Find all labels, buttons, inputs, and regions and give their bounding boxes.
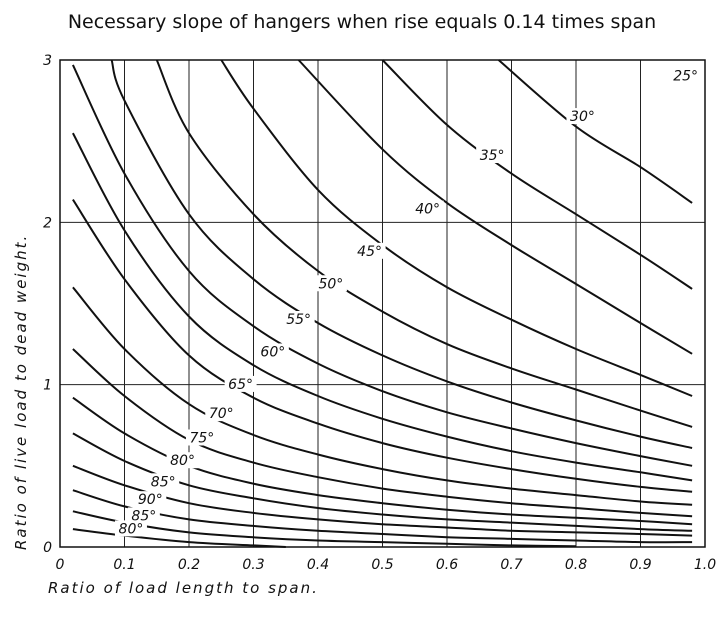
curve-label: 35° bbox=[480, 148, 505, 164]
curve-label-bg bbox=[256, 343, 289, 360]
chart-title: Necessary slope of hangers when rise equ… bbox=[68, 11, 656, 33]
curve-label: 55° bbox=[286, 312, 311, 328]
series-line bbox=[110, 59, 693, 449]
series-line bbox=[72, 348, 693, 518]
curve-label-bg bbox=[185, 429, 218, 446]
series-line bbox=[72, 528, 286, 548]
series-line bbox=[72, 199, 693, 493]
curve-label: 80° bbox=[170, 453, 195, 469]
x-tick-label: 0.7 bbox=[500, 557, 522, 573]
curve-label-bg bbox=[147, 473, 180, 490]
series-line bbox=[72, 286, 693, 506]
series-line bbox=[381, 59, 693, 290]
curve-label-bg bbox=[205, 405, 238, 422]
y-tick-label: 0 bbox=[43, 540, 52, 556]
x-tick-label: 0.8 bbox=[565, 557, 587, 573]
series-line bbox=[155, 59, 693, 428]
curve-label-bg bbox=[566, 108, 599, 125]
tick-labels: 0 0.1 0.2 0.3 0.4 0.5 0.6 0.7 0.8 0.9 1.0 0 1 2 3 bbox=[43, 53, 716, 573]
x-tick-label: 0.3 bbox=[242, 557, 264, 573]
series-line bbox=[297, 59, 693, 355]
x-tick-label: 0.4 bbox=[307, 557, 329, 573]
series-line bbox=[497, 59, 693, 204]
x-axis-label: Ratio of load length to span. bbox=[48, 579, 319, 597]
x-tick-label: 0 bbox=[56, 557, 65, 573]
curve-label-bg bbox=[314, 275, 347, 292]
curve-label: 80° bbox=[119, 521, 144, 537]
curve-label-bg bbox=[353, 242, 386, 259]
curve-labels: 25° 30° 35° 40° 45° 50° 55°60° 65° 70° 75° 80° 85° 9… bbox=[114, 67, 702, 537]
series-line bbox=[72, 510, 577, 548]
x-tick-label: 0.6 bbox=[436, 557, 458, 573]
curve-label-bg bbox=[114, 520, 147, 537]
series-line bbox=[220, 59, 693, 397]
y-tick-label: 3 bbox=[43, 53, 52, 69]
series-line bbox=[72, 489, 693, 544]
x-tick-label: 0.9 bbox=[629, 557, 651, 573]
curve-label-bg bbox=[127, 507, 160, 524]
x-tick-label: 1.0 bbox=[694, 557, 716, 573]
curve-label: 90° bbox=[138, 492, 163, 508]
curve-label: 45° bbox=[357, 244, 382, 260]
curve-label: 70° bbox=[209, 406, 234, 422]
x-tick-label: 0.5 bbox=[371, 557, 393, 573]
curve-label: 85° bbox=[151, 474, 176, 490]
curve-label-bg bbox=[282, 310, 315, 327]
curve-label-bg bbox=[166, 452, 199, 469]
curve-label: 50° bbox=[318, 276, 343, 292]
series-line bbox=[72, 132, 693, 482]
series-line bbox=[71, 64, 693, 467]
y-tick-label: 2 bbox=[43, 215, 52, 231]
x-tick-label: 0.1 bbox=[113, 557, 135, 573]
curve-label: 25° bbox=[673, 68, 698, 84]
y-axis-label: Ratio of live load to dead weight. bbox=[12, 234, 30, 550]
x-tick-label: 0.2 bbox=[178, 557, 200, 573]
curve-label: 75° bbox=[189, 430, 214, 446]
curve-label-bg bbox=[476, 147, 509, 164]
curve-label-bg bbox=[411, 200, 444, 217]
curve-label: 65° bbox=[228, 377, 253, 393]
series-line bbox=[72, 464, 693, 537]
curves bbox=[71, 59, 693, 548]
y-tick-label: 1 bbox=[43, 378, 52, 394]
curve-label: 40° bbox=[415, 202, 440, 218]
curve-label: 30° bbox=[570, 109, 595, 125]
curve-label: 60° bbox=[260, 344, 285, 360]
curve-label-bg bbox=[224, 375, 257, 392]
curve-label-bg bbox=[134, 491, 167, 508]
curve-label-bg bbox=[669, 67, 702, 84]
